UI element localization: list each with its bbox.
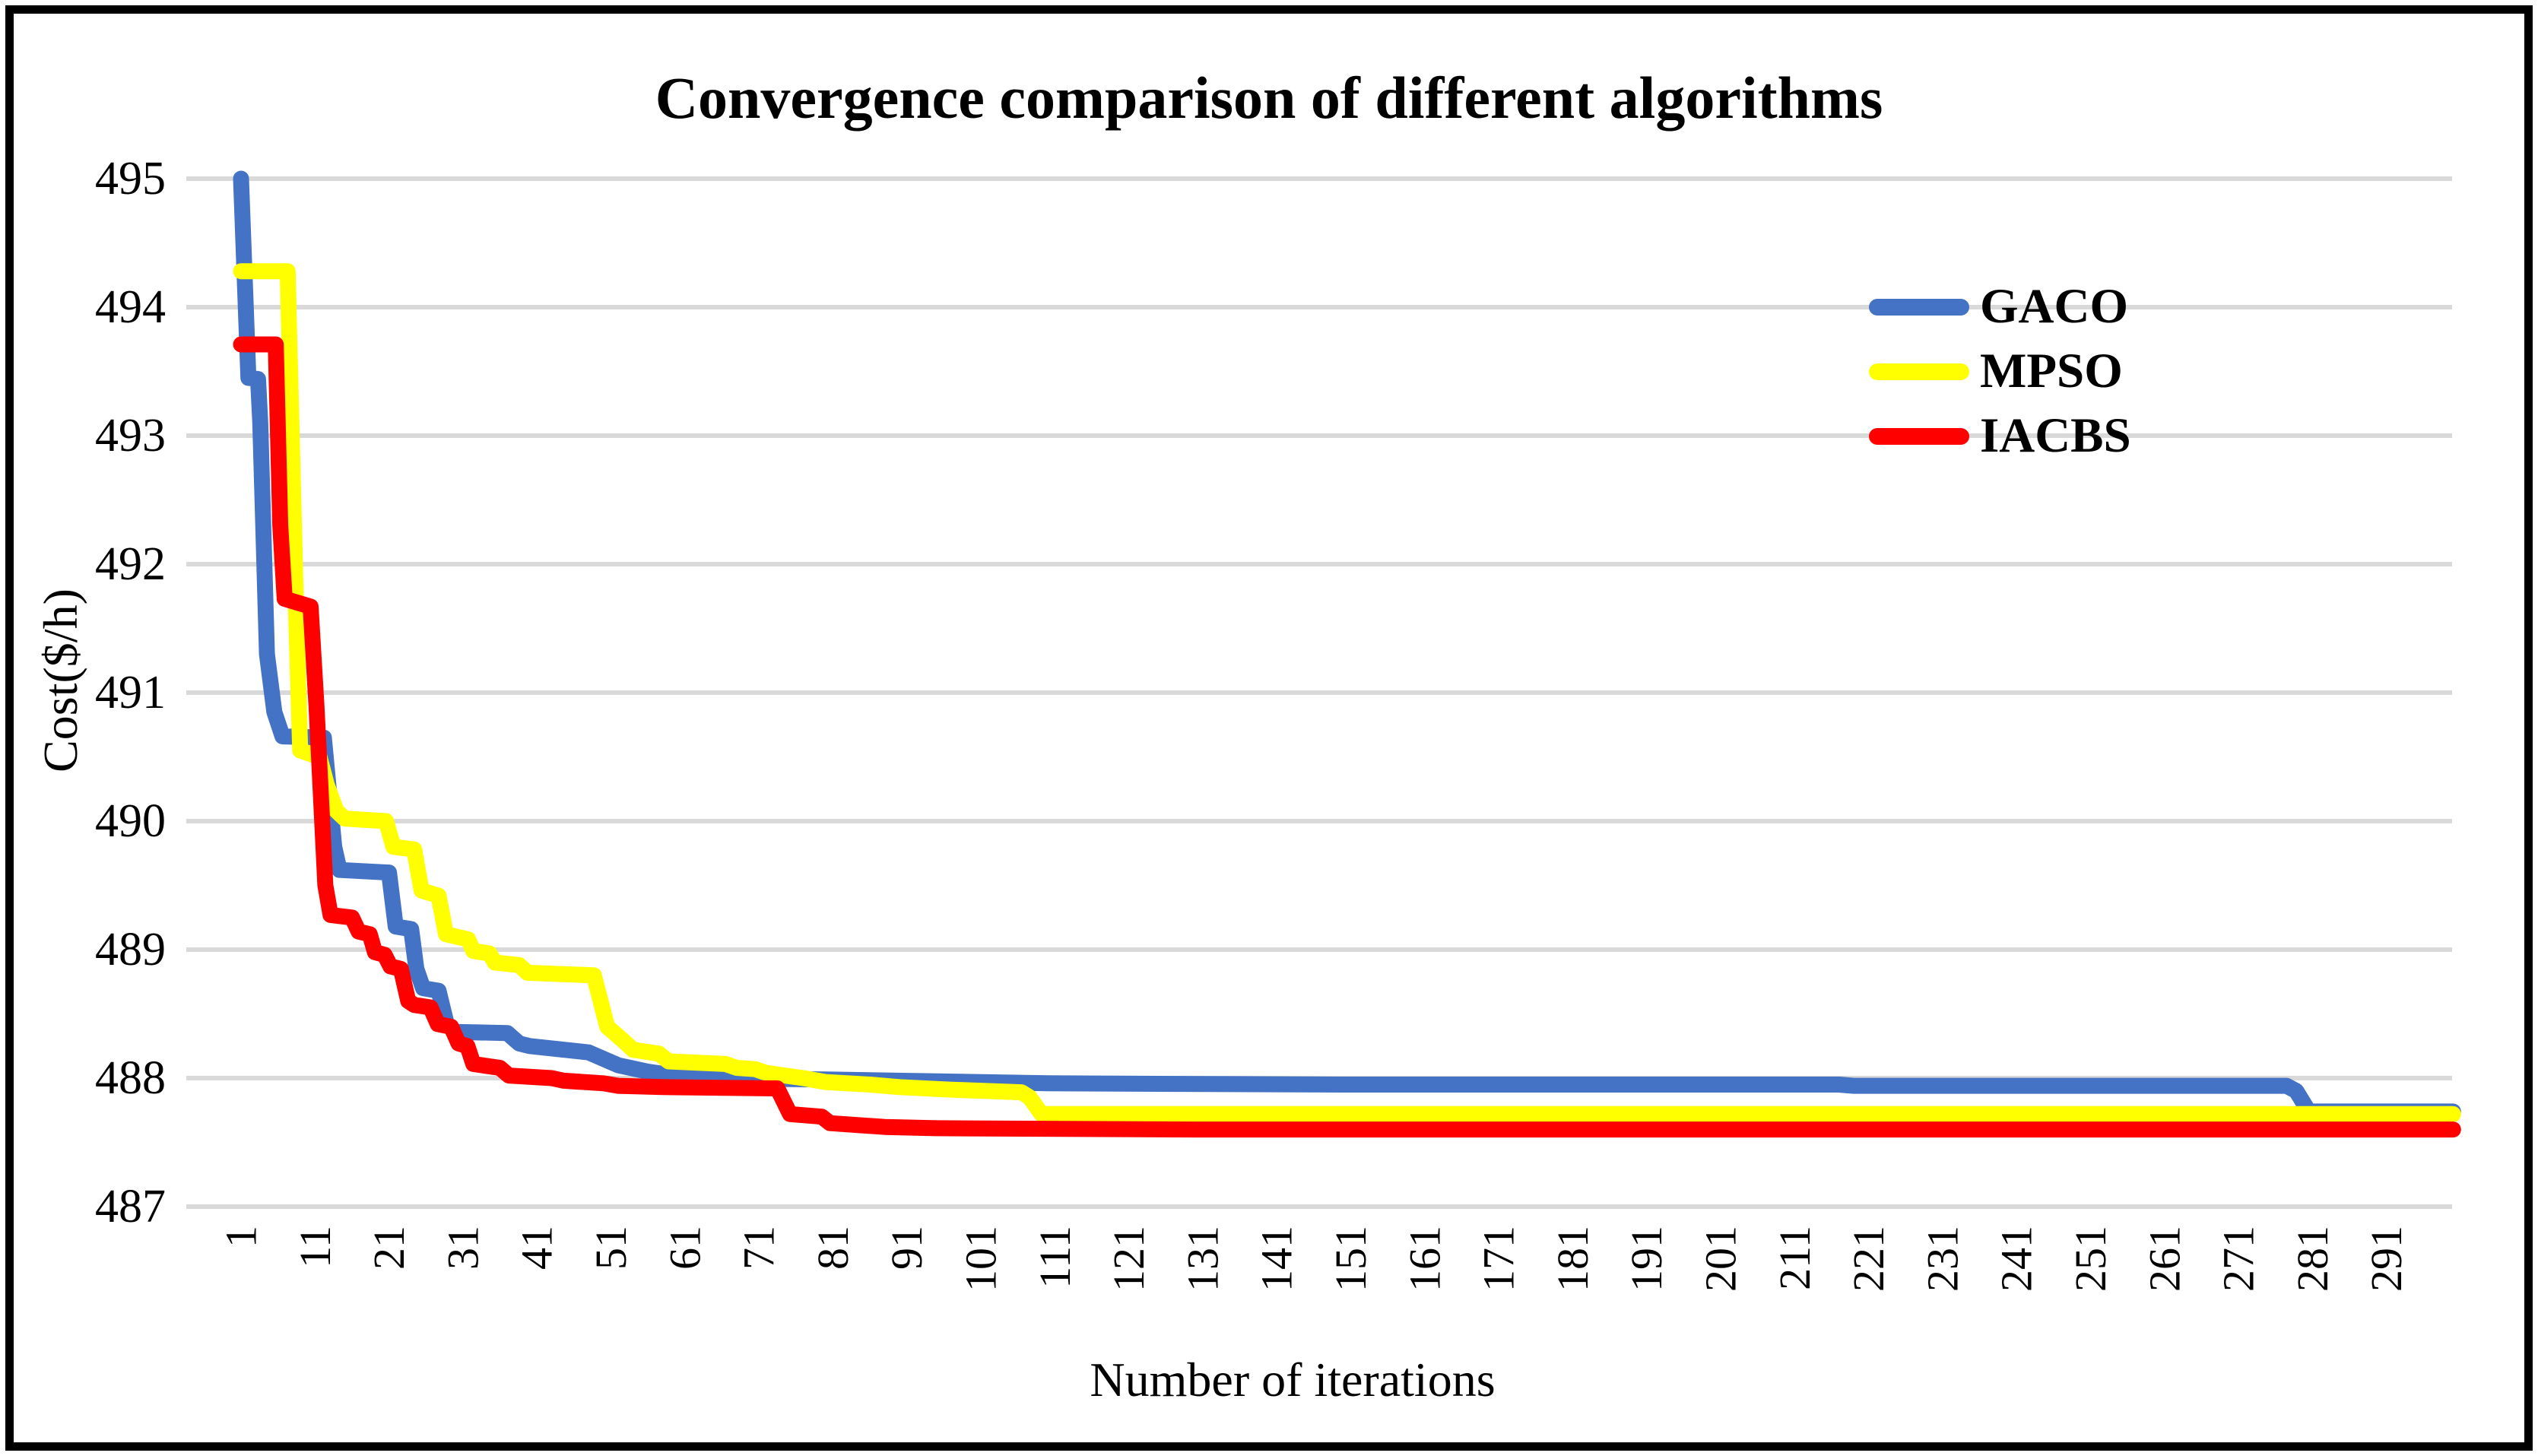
x-tick-label: 51 <box>586 1226 636 1270</box>
chart-title: Convergence comparison of different algo… <box>655 65 1883 131</box>
y-tick-label: 487 <box>95 1181 166 1232</box>
x-tick-label: 121 <box>1104 1226 1153 1292</box>
x-tick-label: 101 <box>957 1226 1006 1292</box>
y-tick-labels: 495 494 493 492 491 490 489 488 487 <box>95 153 166 1232</box>
x-tick-label: 41 <box>512 1226 562 1270</box>
legend-item-gaco: GACO <box>1869 274 2131 339</box>
y-tick-label: 494 <box>95 281 166 333</box>
legend-line-swatch-mpso <box>1869 363 1969 380</box>
legend-label-iacbs: IACBS <box>1980 408 2131 463</box>
legend-item-iacbs: IACBS <box>1869 404 2131 468</box>
y-tick-label: 493 <box>95 410 166 462</box>
legend: GACO MPSO IACBS <box>1869 274 2131 468</box>
y-tick-label: 488 <box>95 1052 166 1104</box>
x-tick-label: 291 <box>2362 1226 2411 1292</box>
x-tick-label: 131 <box>1178 1226 1227 1292</box>
x-tick-label: 221 <box>1844 1226 1893 1292</box>
figure-border <box>5 5 2533 1451</box>
x-axis-title: Number of iterations <box>1090 1353 1496 1407</box>
y-tick-label: 489 <box>95 924 166 975</box>
x-tick-label: 91 <box>882 1226 931 1270</box>
legend-line-swatch-iacbs <box>1869 427 1969 445</box>
x-tick-label: 141 <box>1252 1226 1302 1292</box>
legend-line-swatch-gaco <box>1869 298 1969 316</box>
x-tick-label: 201 <box>1696 1226 1746 1292</box>
x-tick-label: 111 <box>1030 1226 1080 1289</box>
x-tick-label: 211 <box>1770 1226 1819 1290</box>
y-axis-title: Cost($/h) <box>33 588 87 772</box>
x-tick-label: 61 <box>660 1226 709 1270</box>
y-tick-label: 492 <box>95 538 166 590</box>
x-tick-label: 11 <box>290 1226 340 1268</box>
y-tick-label: 490 <box>95 795 166 847</box>
x-tick-labels: 1 11 21 31 41 51 61 71 81 91 101 111 121 131 141 151 161… <box>217 1226 2412 1292</box>
x-tick-label: 281 <box>2288 1226 2337 1292</box>
legend-label-mpso: MPSO <box>1980 344 2123 398</box>
series-line-mpso <box>233 263 2461 1122</box>
x-tick-label: 171 <box>1474 1226 1524 1292</box>
y-tick-label: 495 <box>95 153 166 205</box>
x-tick-label: 31 <box>438 1226 487 1270</box>
y-tick-label: 491 <box>95 667 166 718</box>
legend-label-gaco: GACO <box>1980 279 2128 334</box>
x-tick-label: 261 <box>2140 1226 2189 1292</box>
series-line-iacbs <box>233 336 2461 1138</box>
x-tick-label: 271 <box>2214 1226 2264 1292</box>
x-tick-label: 251 <box>2066 1226 2115 1292</box>
series-lines <box>233 170 2461 1138</box>
x-tick-label: 71 <box>734 1226 784 1270</box>
x-tick-label: 161 <box>1400 1226 1449 1292</box>
x-tick-label: 81 <box>808 1226 858 1270</box>
legend-item-mpso: MPSO <box>1869 339 2131 404</box>
x-tick-label: 151 <box>1326 1226 1375 1292</box>
x-tick-label: 241 <box>1992 1226 2042 1292</box>
gridlines <box>186 176 2452 1209</box>
x-tick-label: 21 <box>364 1226 414 1270</box>
x-tick-label: 231 <box>1918 1226 1967 1292</box>
x-tick-label: 1 <box>217 1226 266 1248</box>
x-tick-label: 191 <box>1622 1226 1671 1292</box>
x-tick-label: 181 <box>1548 1226 1597 1292</box>
